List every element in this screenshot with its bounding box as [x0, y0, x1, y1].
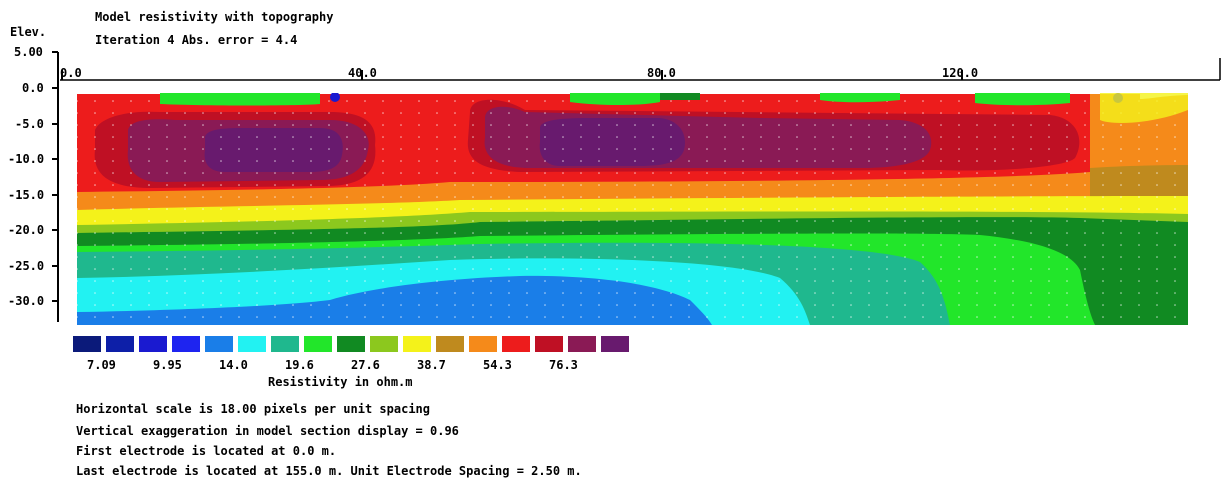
colorbar-swatch: [436, 336, 464, 352]
surface-blue-spot: [330, 93, 340, 102]
colorbar-swatch: [568, 336, 596, 352]
colorbar-swatch: [337, 336, 365, 352]
colorbar-label: 14.0: [219, 358, 248, 372]
resistivity-section-plot: 0.0 40.0 80.0 120.0 5.00 0.0 -5.0 -10.0 …: [8, 45, 1221, 325]
y-tick-label: -10.0: [8, 152, 44, 166]
colorbar-label: 9.95: [153, 358, 182, 372]
colorbar-swatch: [502, 336, 530, 352]
colorbar-swatch: [73, 336, 101, 352]
surface-yellow-right: [1100, 93, 1188, 123]
colorbar-swatch: [304, 336, 332, 352]
colorbar-swatch: [205, 336, 233, 352]
colorbar-swatch: [403, 336, 431, 352]
electrode-grid: [77, 93, 1188, 325]
y-tick-label: -20.0: [8, 223, 44, 237]
colorbar-swatch: [271, 336, 299, 352]
colorbar-swatch: [139, 336, 167, 352]
y-tick-label: 5.00: [14, 45, 43, 59]
surface-green-1: [160, 93, 320, 106]
surface-darkgreen: [660, 93, 700, 100]
colorbar-swatch: [172, 336, 200, 352]
surface-green-4: [975, 93, 1070, 106]
info-line-first-electrode: First electrode is located at 0.0 m.: [76, 444, 337, 458]
y-tick-label: -25.0: [8, 259, 44, 273]
colorbar-swatch: [601, 336, 629, 352]
y-tick-label: -5.0: [15, 117, 44, 131]
colorbar-swatch: [469, 336, 497, 352]
colorbar-label: 19.6: [285, 358, 314, 372]
chart-title: Model resistivity with topography: [95, 10, 334, 24]
x-tick-label-0: 0.0: [60, 66, 82, 80]
y-axis-label: Elev.: [10, 25, 47, 39]
colorbar-title: Resistivity in ohm.m: [268, 375, 413, 389]
chart-subtitle: Iteration 4 Abs. error = 4.4: [95, 33, 298, 47]
colorbar-label: 38.7: [417, 358, 446, 372]
colorbar-swatch: [370, 336, 398, 352]
axes: 0.0 40.0 80.0 120.0 5.00 0.0 -5.0 -10.0 …: [8, 45, 1221, 322]
colorbar-label: 27.6: [351, 358, 380, 372]
x-tick-label-80: 80.0: [647, 66, 676, 80]
info-line-last-electrode: Last electrode is located at 155.0 m. Un…: [76, 464, 582, 478]
surface-green-3: [820, 93, 900, 103]
x-tick-label-40: 40.0: [348, 66, 377, 80]
colorbar-label: 7.09: [87, 358, 116, 372]
y-tick-label: -15.0: [8, 188, 44, 202]
y-tick-label: -30.0: [8, 294, 44, 308]
surface-green-2: [570, 93, 660, 105]
colorbar-swatch: [238, 336, 266, 352]
x-tick-label-120: 120.0: [942, 66, 978, 80]
colorbar-label: 76.3: [549, 358, 578, 372]
info-line-vertical-exaggeration: Vertical exaggeration in model section d…: [76, 424, 459, 438]
colorbar-swatch: [106, 336, 134, 352]
y-tick-label: 0.0: [22, 81, 44, 95]
info-line-horizontal-scale: Horizontal scale is 18.00 pixels per uni…: [76, 402, 431, 416]
colorbar-label: 54.3: [483, 358, 512, 372]
colorbar-swatch: [535, 336, 563, 352]
colorbar: [73, 336, 633, 356]
resistivity-section: [77, 93, 1188, 325]
